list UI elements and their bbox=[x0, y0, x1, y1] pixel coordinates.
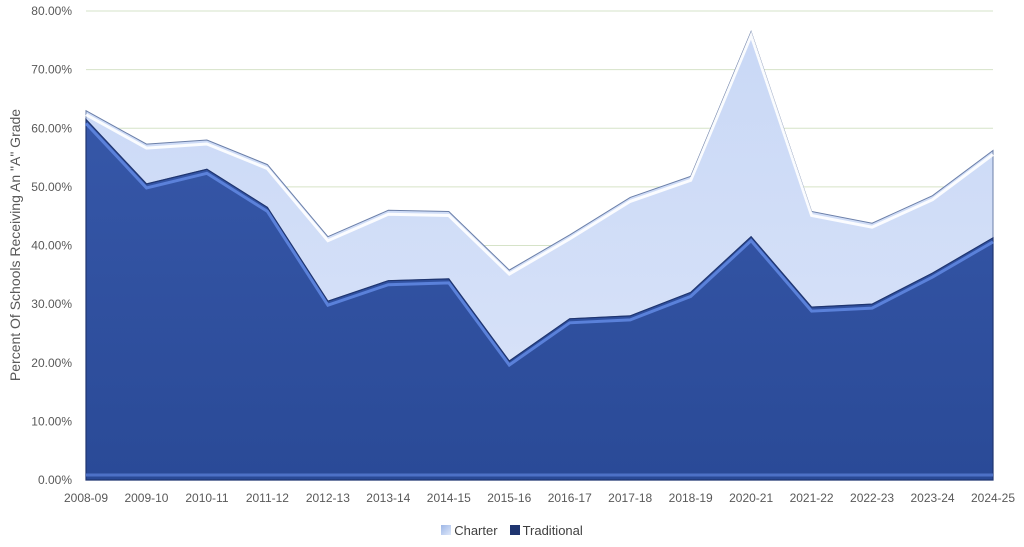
x-tick-label: 2018-19 bbox=[669, 491, 713, 505]
legend-label: Charter bbox=[454, 522, 498, 538]
y-tick-label: 40.00% bbox=[31, 239, 72, 253]
x-tick-label: 2010-11 bbox=[185, 491, 228, 505]
x-tick-label: 2013-14 bbox=[366, 491, 410, 505]
x-tick-label: 2014-15 bbox=[427, 491, 471, 505]
y-tick-label: 0.00% bbox=[38, 473, 72, 487]
y-tick-label: 80.00% bbox=[31, 4, 72, 18]
y-tick-label: 50.00% bbox=[31, 180, 72, 194]
y-tick-label: 60.00% bbox=[31, 121, 72, 135]
legend: Charter Traditional bbox=[0, 520, 1024, 540]
x-axis-ticks: 2008-09 2009-10 2010-11 2011-12 2012-13 2013-… bbox=[64, 491, 1015, 505]
legend-item-traditional: Traditional bbox=[509, 522, 583, 538]
legend-item-charter: Charter bbox=[441, 522, 498, 538]
traditional-edge-highlight bbox=[84, 122, 994, 368]
series-area-traditional bbox=[85, 117, 994, 481]
y-axis-title: Percent Of Schools Receiving An "A" Grad… bbox=[7, 109, 23, 381]
x-tick-label: 2009-10 bbox=[124, 491, 168, 505]
y-tick-label: 10.00% bbox=[31, 414, 72, 428]
series-areas bbox=[84, 30, 994, 481]
x-tick-label: 2016-17 bbox=[548, 491, 592, 505]
x-tick-label: 2012-13 bbox=[306, 491, 350, 505]
y-tick-label: 30.00% bbox=[31, 297, 72, 311]
charter-edge-highlight bbox=[85, 31, 994, 276]
y-axis-ticks: 0.00% 10.00% 20.00% 30.00% 40.00% 50.00% 60.00… bbox=[31, 4, 72, 487]
x-tick-label: 2015-16 bbox=[487, 491, 531, 505]
x-tick-label: 2023-24 bbox=[911, 491, 955, 505]
x-tick-label: 2017-18 bbox=[608, 491, 652, 505]
legend-swatch bbox=[441, 525, 452, 535]
x-tick-label: 2020-21 bbox=[729, 491, 773, 505]
x-tick-label: 2021-22 bbox=[790, 491, 834, 505]
legend-label: Traditional bbox=[522, 522, 583, 538]
legend-swatch bbox=[509, 525, 520, 535]
y-tick-label: 70.00% bbox=[31, 63, 72, 77]
x-tick-label: 2024-25 bbox=[971, 491, 1015, 505]
x-tick-label: 2022-23 bbox=[850, 491, 894, 505]
x-tick-label: 2008-09 bbox=[64, 491, 108, 505]
x-tick-label: 2011-12 bbox=[246, 491, 289, 505]
y-tick-label: 20.00% bbox=[31, 356, 72, 370]
